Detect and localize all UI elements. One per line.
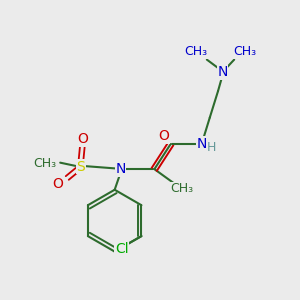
Text: O: O	[77, 132, 88, 146]
Text: O: O	[52, 177, 63, 191]
Text: N: N	[116, 162, 126, 176]
Text: CH₃: CH₃	[33, 157, 56, 170]
Text: N: N	[217, 65, 228, 79]
Text: CH₃: CH₃	[184, 45, 208, 58]
Text: Cl: Cl	[115, 242, 128, 256]
Text: CH₃: CH₃	[233, 45, 256, 58]
Text: H: H	[206, 141, 216, 154]
Text: S: S	[76, 160, 85, 174]
Text: CH₃: CH₃	[170, 182, 193, 195]
Text: N: N	[196, 137, 207, 151]
Text: O: O	[159, 129, 170, 143]
